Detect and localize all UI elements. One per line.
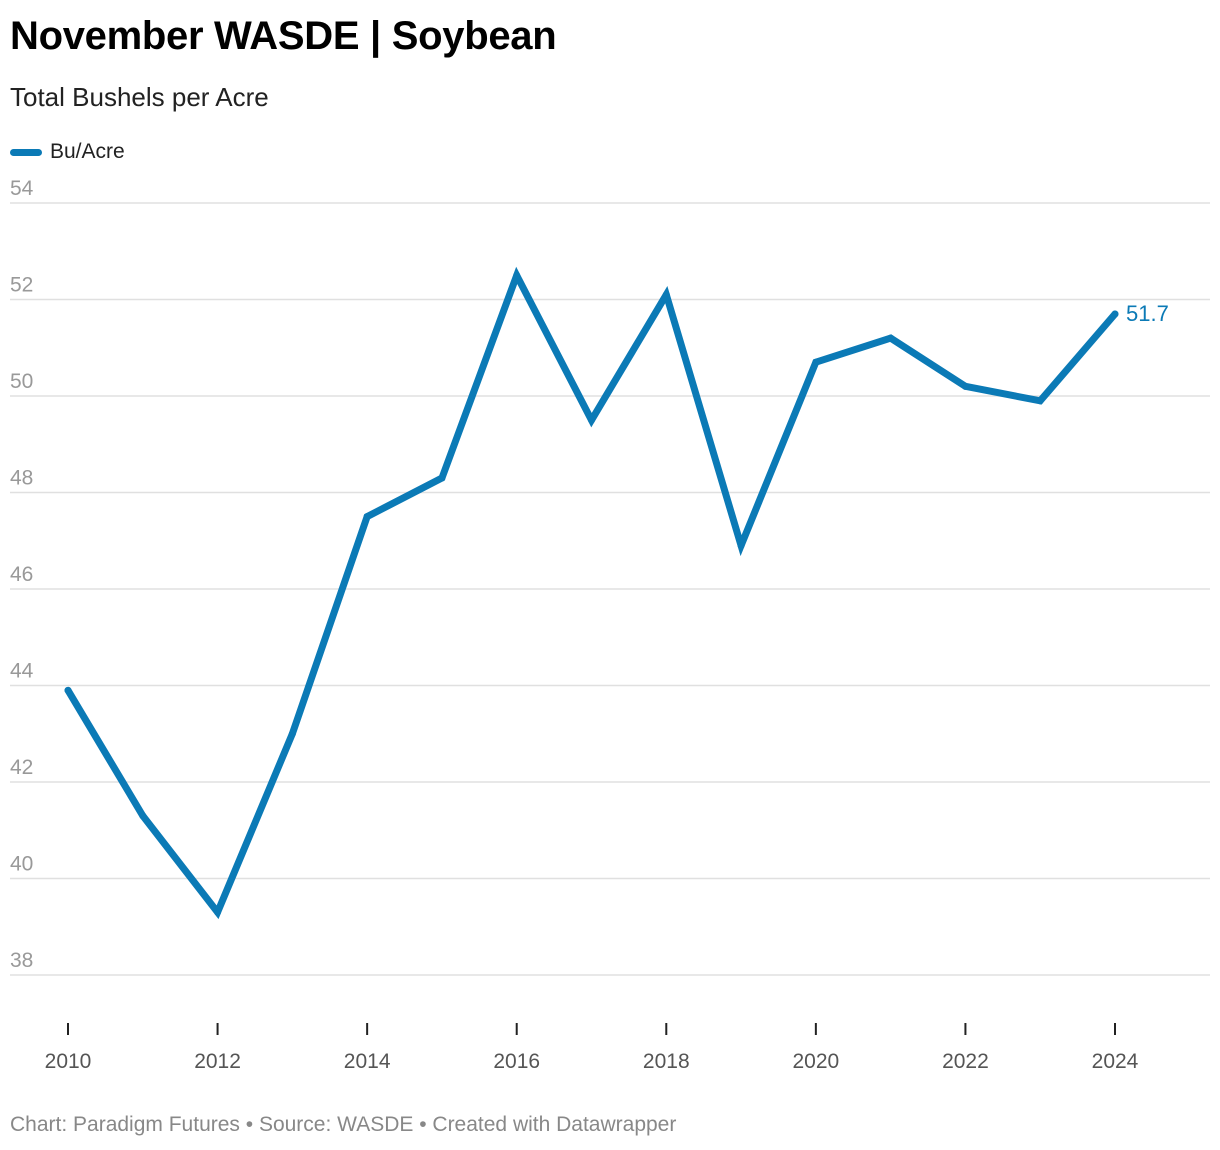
data-point-2012 <box>214 908 222 916</box>
x-tick-label-2014: 2014 <box>344 1050 391 1073</box>
x-tick-label-2020: 2020 <box>792 1050 839 1073</box>
y-tick-label-52: 52 <box>10 274 33 297</box>
data-point-2016 <box>513 271 521 279</box>
data-point-2013 <box>288 730 296 738</box>
y-tick-label-40: 40 <box>10 853 33 876</box>
grid-layer <box>10 202 1210 976</box>
data-point-2014 <box>363 513 371 521</box>
y-tick-label-42: 42 <box>10 756 33 779</box>
x-tick-label-2018: 2018 <box>643 1050 690 1073</box>
data-point-2017 <box>588 416 595 424</box>
data-point-2023 <box>1036 397 1044 405</box>
data-point-2011 <box>139 812 147 820</box>
y-tick-label-48: 48 <box>10 467 33 490</box>
data-point-2019 <box>737 542 745 550</box>
legend-swatch <box>10 148 42 156</box>
x-tick-label-2012: 2012 <box>194 1050 241 1073</box>
x-tick-label-2016: 2016 <box>493 1050 540 1073</box>
chart-title: November WASDE | Soybean <box>10 14 557 58</box>
chart-subtitle: Total Bushels per Acre <box>10 82 269 112</box>
data-point-2018 <box>662 291 670 299</box>
data-point-2024 <box>1111 310 1119 318</box>
y-tick-label-44: 44 <box>10 660 34 683</box>
data-point-2022 <box>961 382 969 390</box>
x-tick-label-2010: 2010 <box>45 1050 92 1073</box>
x-tick-label-2024: 2024 <box>1092 1050 1139 1073</box>
x-tick-label-2022: 2022 <box>942 1050 989 1073</box>
legend: Bu/Acre <box>10 138 125 166</box>
end-value-label: 51.7 <box>1126 301 1169 326</box>
data-point-2010 <box>64 686 72 694</box>
chart-footer: Chart: Paradigm Futures • Source: WASDE … <box>10 1113 677 1136</box>
legend-label: Bu/Acre <box>50 140 125 163</box>
data-point-2015 <box>438 474 446 482</box>
data-point-2020 <box>812 358 820 366</box>
y-tick-label-38: 38 <box>10 949 33 972</box>
y-tick-label-54: 54 <box>10 177 34 200</box>
series-line-0 <box>64 266 1119 920</box>
series-layer: 51.7 <box>64 266 1169 920</box>
y-axis: 38 40 42 44 46 48 50 52 54 <box>10 177 34 972</box>
y-tick-label-50: 50 <box>10 370 33 393</box>
y-tick-label-46: 46 <box>10 563 33 586</box>
x-axis: 2010 2012 2014 2016 2018 2020 2022 2024 <box>45 1023 1139 1073</box>
data-point-2021 <box>887 334 895 342</box>
